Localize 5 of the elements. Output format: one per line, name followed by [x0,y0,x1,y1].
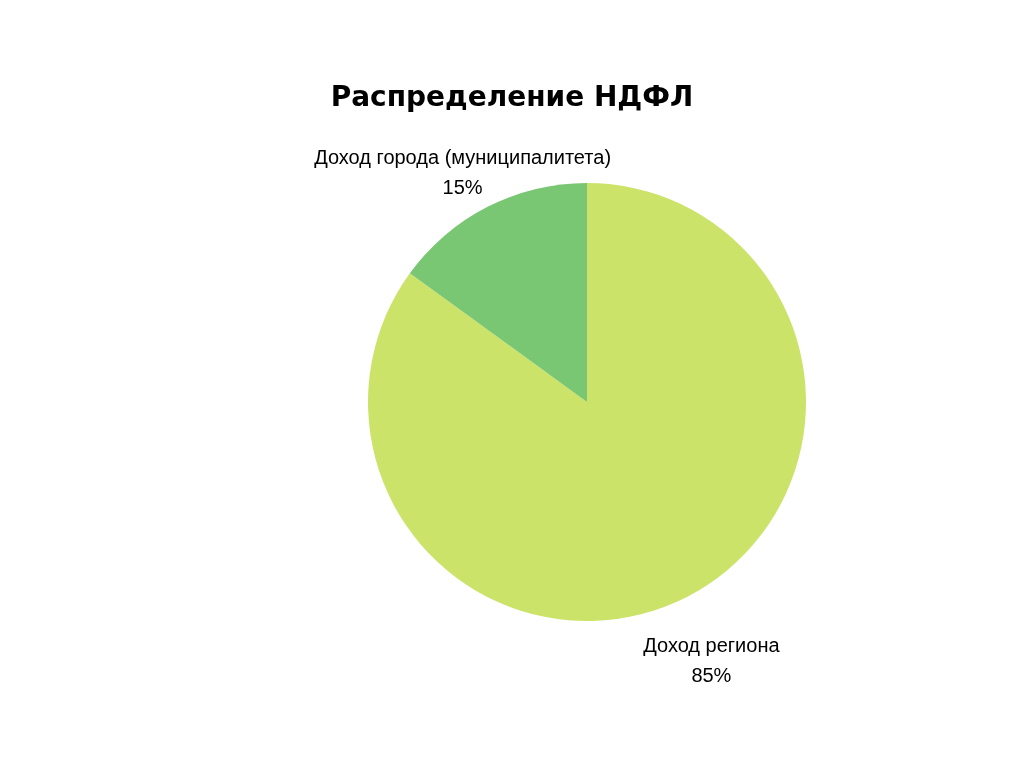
slice-label: Доход города (муниципалитета) [314,145,612,168]
data-label: 15% [442,175,483,198]
slice-label: Доход региона [643,634,781,657]
data-label: 85% [691,664,732,687]
chart-title: Распределение НДФЛ [330,80,694,113]
